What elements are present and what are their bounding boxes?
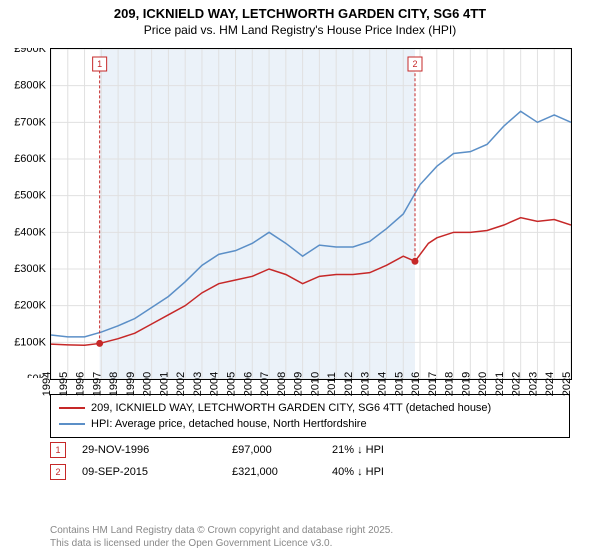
svg-text:1999: 1999 [125, 372, 137, 396]
line-chart: 12 [50, 48, 572, 380]
svg-text:£300K: £300K [14, 263, 46, 275]
svg-text:2020: 2020 [477, 372, 489, 396]
svg-text:2009: 2009 [293, 372, 305, 396]
svg-text:2007: 2007 [259, 372, 271, 396]
legend-item-price-paid: 209, ICKNIELD WAY, LETCHWORTH GARDEN CIT… [59, 400, 561, 416]
svg-text:£200K: £200K [14, 300, 46, 312]
legend-item-hpi: HPI: Average price, detached house, Nort… [59, 416, 561, 432]
transaction-marker-icon: 1 [50, 442, 66, 458]
svg-text:£100K: £100K [14, 336, 46, 348]
svg-text:1998: 1998 [108, 372, 120, 396]
svg-text:2: 2 [412, 59, 417, 69]
svg-text:£900K: £900K [14, 48, 46, 55]
attribution-text: Contains HM Land Registry data © Crown c… [50, 524, 570, 550]
svg-text:2001: 2001 [158, 372, 170, 396]
svg-text:2019: 2019 [460, 372, 472, 396]
svg-text:2008: 2008 [276, 372, 288, 396]
svg-text:2002: 2002 [175, 372, 187, 396]
chart-subtitle: Price paid vs. HM Land Registry's House … [0, 21, 600, 37]
svg-text:2021: 2021 [494, 372, 506, 396]
svg-text:£600K: £600K [14, 153, 46, 165]
chart-container: 209, ICKNIELD WAY, LETCHWORTH GARDEN CIT… [0, 0, 600, 560]
chart-title: 209, ICKNIELD WAY, LETCHWORTH GARDEN CIT… [0, 0, 600, 21]
svg-text:2011: 2011 [326, 372, 338, 396]
transaction-hpi-delta: 40% ↓ HPI [332, 466, 452, 478]
svg-text:£400K: £400K [14, 226, 46, 238]
legend-label-hpi: HPI: Average price, detached house, Nort… [91, 418, 367, 430]
legend-label-price-paid: 209, ICKNIELD WAY, LETCHWORTH GARDEN CIT… [91, 402, 491, 414]
attribution-line: Contains HM Land Registry data © Crown c… [50, 524, 570, 537]
transaction-hpi-delta: 21% ↓ HPI [332, 444, 452, 456]
svg-text:2017: 2017 [427, 372, 439, 396]
legend-swatch-hpi [59, 423, 85, 425]
svg-text:2015: 2015 [393, 372, 405, 396]
svg-text:2024: 2024 [544, 372, 556, 396]
svg-text:1995: 1995 [58, 372, 70, 396]
transaction-marker-icon: 2 [50, 464, 66, 480]
svg-text:2014: 2014 [376, 372, 388, 396]
y-axis: £0K£100K£200K£300K£400K£500K£600K£700K£8… [0, 48, 50, 378]
svg-text:£800K: £800K [14, 80, 46, 92]
svg-text:2006: 2006 [242, 372, 254, 396]
transaction-row: 1 29-NOV-1996 £97,000 21% ↓ HPI [50, 442, 570, 458]
svg-text:2025: 2025 [561, 372, 573, 396]
transaction-price: £97,000 [232, 444, 332, 456]
svg-text:2005: 2005 [226, 372, 238, 396]
transaction-row: 2 09-SEP-2015 £321,000 40% ↓ HPI [50, 464, 570, 480]
transaction-date: 29-NOV-1996 [82, 444, 232, 456]
chart-legend: 209, ICKNIELD WAY, LETCHWORTH GARDEN CIT… [50, 394, 570, 438]
svg-text:2023: 2023 [527, 372, 539, 396]
svg-text:2022: 2022 [511, 372, 523, 396]
svg-text:2004: 2004 [209, 372, 221, 396]
svg-text:£700K: £700K [14, 116, 46, 128]
svg-text:2013: 2013 [360, 372, 372, 396]
attribution-line: This data is licensed under the Open Gov… [50, 537, 570, 550]
legend-swatch-price-paid [59, 407, 85, 409]
svg-text:2003: 2003 [192, 372, 204, 396]
svg-text:£500K: £500K [14, 190, 46, 202]
svg-text:2018: 2018 [444, 372, 456, 396]
svg-text:1996: 1996 [75, 372, 87, 396]
svg-text:1994: 1994 [41, 372, 53, 396]
svg-text:2016: 2016 [410, 372, 422, 396]
transaction-date: 09-SEP-2015 [82, 466, 232, 478]
svg-text:2000: 2000 [142, 372, 154, 396]
svg-text:2010: 2010 [309, 372, 321, 396]
svg-text:1: 1 [97, 59, 102, 69]
transaction-price: £321,000 [232, 466, 332, 478]
svg-text:2012: 2012 [343, 372, 355, 396]
transaction-period-band [100, 49, 415, 379]
svg-text:1997: 1997 [91, 372, 103, 396]
